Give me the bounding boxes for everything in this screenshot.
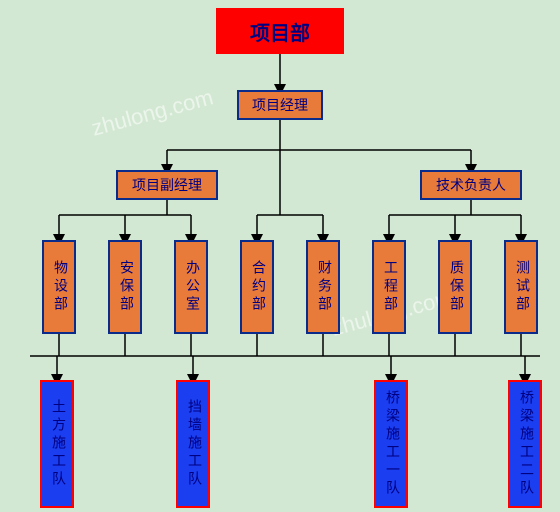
node-label: 办公室 [181, 260, 201, 314]
node-label: 质保部 [445, 260, 465, 314]
node-label: 桥梁施工二队 [515, 390, 535, 498]
node-tech: 技术负责人 [420, 170, 522, 200]
node-d5: 财务部 [306, 240, 340, 334]
node-d8: 测试部 [504, 240, 538, 334]
node-d2: 安保部 [108, 240, 142, 334]
node-pm: 项目经理 [237, 90, 323, 120]
node-label: 项目副经理 [132, 175, 202, 195]
node-d4: 合约部 [240, 240, 274, 334]
node-label: 挡墙施工队 [183, 399, 203, 489]
node-label: 测试部 [511, 260, 531, 314]
node-label: 财务部 [313, 260, 333, 314]
watermark: zhulong.com [89, 84, 216, 141]
node-d1: 物设部 [42, 240, 76, 334]
node-t1: 土方施工队 [40, 380, 74, 508]
node-label: 技术负责人 [436, 175, 506, 195]
node-label: 项目经理 [252, 95, 308, 115]
node-label: 桥梁施工一队 [381, 390, 401, 498]
node-root: 项目部 [216, 8, 344, 54]
node-dpm: 项目副经理 [116, 170, 218, 200]
node-label: 安保部 [115, 260, 135, 314]
node-label: 物设部 [49, 260, 69, 314]
node-t3: 桥梁施工一队 [374, 380, 408, 508]
node-label: 合约部 [247, 260, 267, 314]
node-d7: 质保部 [438, 240, 472, 334]
node-label: 土方施工队 [47, 399, 67, 489]
node-label: 项目部 [250, 17, 310, 46]
node-label: 工程部 [379, 260, 399, 314]
node-t4: 桥梁施工二队 [508, 380, 542, 508]
org-chart: zhulong.com zhulong.com 项目部项目经理项目副经理技术负责… [0, 0, 560, 512]
connector-lines [0, 0, 560, 512]
node-d6: 工程部 [372, 240, 406, 334]
node-d3: 办公室 [174, 240, 208, 334]
node-t2: 挡墙施工队 [176, 380, 210, 508]
